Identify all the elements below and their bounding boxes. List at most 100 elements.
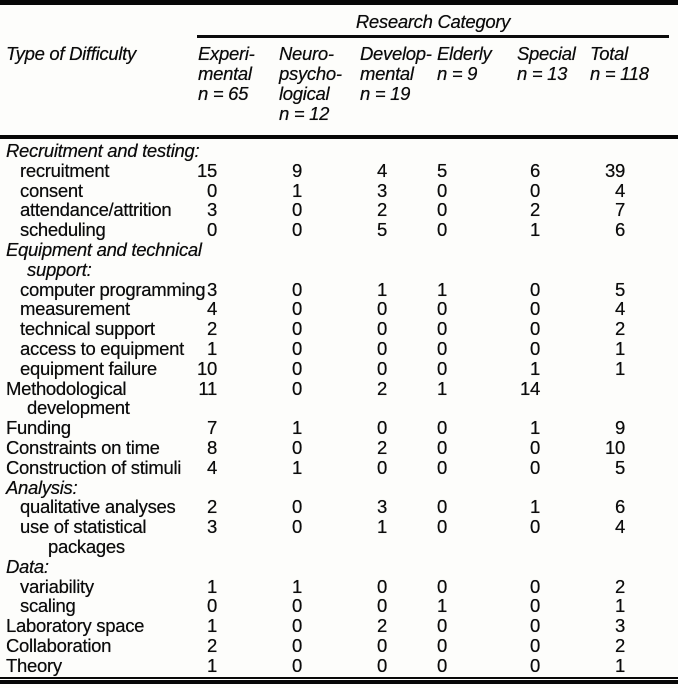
cell-value: 0: [530, 278, 540, 300]
cell-value: 3: [207, 199, 217, 221]
table-row: recruitment 15 9 4 5 6 39: [0, 159, 678, 181]
cell-value: 2: [530, 199, 540, 221]
cell-value: 0: [530, 298, 540, 320]
cell-value: 5: [437, 159, 447, 181]
cell-value: 0: [292, 496, 302, 518]
row-label: Constraints on time: [6, 436, 160, 458]
cell-value: 2: [377, 615, 387, 637]
cell-value: 10: [197, 357, 217, 379]
cell-value: 1: [292, 417, 302, 439]
cell-value: 6: [615, 496, 625, 518]
cell-value: 0: [437, 575, 447, 597]
section-label: Analysis:: [6, 476, 78, 498]
cell-value: 0: [292, 634, 302, 656]
cell-value: 0: [437, 219, 447, 241]
table-body: Recruitment and testing: recruitment 15 9 4…: [0, 139, 678, 676]
cell-value: 2: [377, 436, 387, 458]
column-header-experimental: Experi- mental n = 65: [198, 43, 255, 104]
row-label: access to equipment: [20, 337, 184, 359]
cell-value: 2: [377, 199, 387, 221]
cell-value: 0: [377, 654, 387, 676]
cell-value: 5: [615, 278, 625, 300]
cell-value: 0: [437, 496, 447, 518]
row-label: Funding: [6, 417, 71, 439]
table-row: use of statistical 3 0 1 0 0 4: [0, 517, 678, 537]
cell-value: 0: [437, 654, 447, 676]
column-header-special: Special n = 13: [517, 43, 576, 84]
table-row: attendance/attrition 3 0 2 0 2 7: [0, 200, 678, 220]
cell-value: 0: [437, 357, 447, 379]
cell-value: 1: [437, 377, 447, 399]
cell-value: 0: [530, 615, 540, 637]
table-row: technical support 2 0 0 0 0 2: [0, 319, 678, 339]
table-row: Theory 1 0 0 0 0 1: [0, 654, 678, 676]
cell-value: 0: [207, 179, 217, 201]
cell-value: 0: [530, 575, 540, 597]
cell-value: 0: [377, 298, 387, 320]
cell-value: 1: [207, 615, 217, 637]
cell-value: 2: [207, 634, 217, 656]
row-header: Type of Difficulty: [6, 43, 136, 64]
cell-value: 0: [377, 337, 387, 359]
category-underline-rule: [197, 35, 669, 38]
row-label: recruitment: [20, 159, 110, 181]
table-row: scaling 0 0 0 1 0 1: [0, 596, 678, 616]
cell-value: 5: [615, 456, 625, 478]
cell-value: 10: [605, 436, 625, 458]
cell-value: 0: [292, 436, 302, 458]
cell-value: 1: [530, 357, 540, 379]
cell-value: 2: [377, 377, 387, 399]
row-label: qualitative analyses: [20, 496, 176, 518]
bottom-rule-thin: [0, 677, 678, 679]
cell-value: 2: [615, 318, 625, 340]
table-row: qualitative analyses 2 0 3 0 1 6: [0, 497, 678, 517]
cell-value: 4: [207, 298, 217, 320]
row-label: technical support: [20, 318, 155, 340]
cell-value: 4: [615, 179, 625, 201]
cell-value: 9: [292, 159, 302, 181]
cell-value: 0: [437, 337, 447, 359]
cell-value: 0: [292, 615, 302, 637]
table-row: Laboratory space 1 0 2 0 0 3: [0, 616, 678, 636]
cell-value: 3: [615, 615, 625, 637]
cell-value: 2: [207, 318, 217, 340]
row-label: equipment failure: [20, 357, 157, 379]
cell-value: 15: [197, 159, 217, 181]
top-rule: [0, 0, 678, 5]
table-row: Constraints on time 8 0 2 0 0 10: [0, 438, 678, 458]
cell-value: 0: [437, 516, 447, 538]
cell-value: 1: [437, 278, 447, 300]
cell-value: 0: [377, 318, 387, 340]
section-label-continuation: support:: [27, 258, 92, 280]
cell-value: 0: [530, 654, 540, 676]
row-label-continuation: development: [27, 397, 130, 419]
cell-value: 0: [530, 634, 540, 656]
cell-value: 3: [377, 179, 387, 201]
cell-value: 0: [530, 436, 540, 458]
cell-value: 3: [377, 496, 387, 518]
cell-value: 6: [615, 219, 625, 241]
table-row: packages: [0, 537, 678, 557]
cell-value: 0: [292, 199, 302, 221]
cell-value: 1: [437, 595, 447, 617]
cell-value: 0: [530, 179, 540, 201]
cell-value: 0: [292, 377, 302, 399]
cell-value: 0: [377, 417, 387, 439]
table-row: Analysis:: [0, 476, 678, 498]
table-row: Equipment and technical: [0, 240, 678, 260]
cell-value: 1: [377, 278, 387, 300]
cell-value: 1: [292, 456, 302, 478]
cell-value: 1: [207, 654, 217, 676]
cell-value: 0: [292, 219, 302, 241]
cell-value: 0: [437, 199, 447, 221]
cell-value: 0: [530, 337, 540, 359]
cell-value: 0: [437, 615, 447, 637]
row-label: Collaboration: [6, 634, 112, 656]
cell-value: 0: [437, 318, 447, 340]
section-label: Equipment and technical: [6, 238, 202, 260]
table-row: scheduling 0 0 5 0 1 6: [0, 220, 678, 240]
cell-value: 0: [292, 337, 302, 359]
category-spanner-header: Research Category: [355, 11, 511, 32]
row-label: Theory: [6, 654, 62, 676]
